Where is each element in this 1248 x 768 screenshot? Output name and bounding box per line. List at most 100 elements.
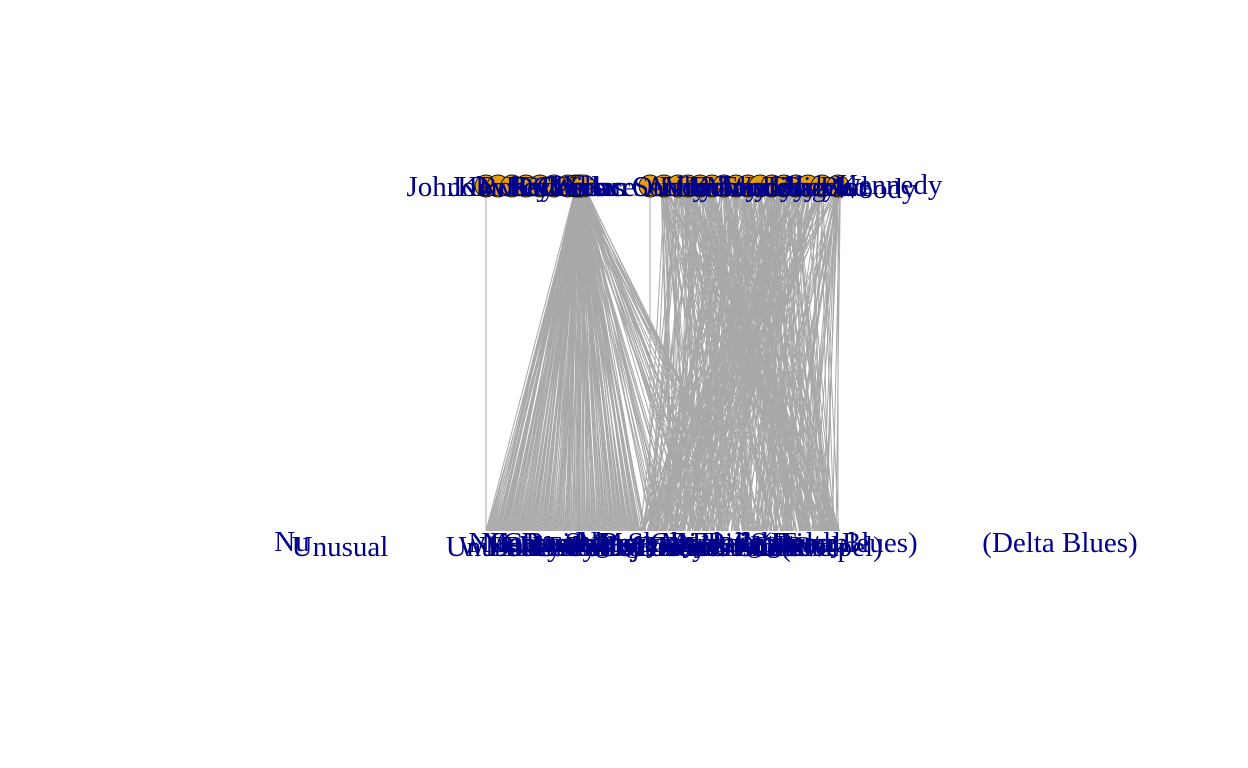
bottom-node-label: Moonshine (670, 531, 801, 563)
top-node-label: Arthur (645, 171, 723, 203)
edge-line (796, 185, 825, 532)
top-node-label: John D (451, 171, 534, 203)
bottom-node-label: Pony (601, 527, 661, 559)
bottom-node-label: Mama (578, 527, 652, 559)
edge-line (579, 185, 700, 532)
edge-line (724, 185, 801, 532)
top-node-label: Louis (541, 171, 607, 203)
edge-line (772, 185, 795, 532)
bottom-node-label: Slide (738, 531, 798, 563)
edge-line (577, 185, 706, 532)
bottom-node-label: Mo (482, 527, 522, 559)
bottom-node-label: Pistol (718, 531, 784, 563)
top-node-label: Lindy (767, 171, 837, 203)
top-node-label: Otis (632, 171, 680, 203)
bottom-node-label: Cabin (749, 531, 819, 563)
edge-line (685, 185, 721, 532)
edge-line (774, 185, 826, 532)
bottom-node-label: Minor (667, 531, 740, 563)
edge-line (710, 185, 781, 532)
bottom-node-label: Engine (735, 527, 817, 559)
top-node-label: Sonny (633, 171, 708, 203)
top-node-label: Woody (724, 171, 808, 203)
edge-line (582, 185, 756, 532)
edge-line (564, 185, 578, 532)
bottom-node-label: Mojo (591, 531, 654, 563)
network-nodes (474, 174, 850, 198)
top-node-label: Lloyd (659, 171, 729, 203)
bottom-node-label: Hollow (700, 527, 787, 559)
edge-line (665, 185, 682, 532)
edge-line (785, 185, 833, 532)
edge-line (684, 185, 687, 532)
top-node-label: Clarence (532, 171, 635, 203)
edge-line (757, 185, 778, 532)
top-label-left-edge: John D (407, 171, 490, 203)
edge-line (835, 185, 841, 532)
edge-line (573, 185, 578, 532)
top-node-label: Hadley (676, 171, 760, 203)
edge-line (772, 185, 812, 532)
bottom-node-label: Bird (669, 527, 721, 559)
edge-line (577, 185, 619, 532)
edge-line (790, 185, 796, 532)
edge-line (686, 185, 775, 532)
bottom-node-label: Trouble (779, 527, 870, 559)
edge-line (548, 185, 577, 532)
edge-line (782, 185, 803, 532)
edge-line (575, 185, 595, 532)
top-label-right-edge-2: Woody (833, 173, 917, 205)
edge-line (544, 185, 577, 532)
edge-line (582, 185, 665, 532)
edge-line (661, 185, 759, 532)
bottom-label-left-edge: Nu (274, 526, 309, 558)
top-node-label: Bud (820, 171, 869, 203)
bottom-node-label: Dallas (602, 531, 676, 563)
bottom-node-label: Sugar (565, 527, 633, 559)
edge-line (734, 185, 835, 532)
bottom-node-label: Mercury (597, 527, 697, 559)
top-node-label: Lilly (762, 171, 819, 203)
edge-line (521, 185, 577, 532)
edge-line (699, 185, 776, 532)
bottom-node-label: Shake (628, 527, 699, 559)
edge-line (735, 185, 750, 532)
bottom-node-label: Dance (489, 531, 563, 563)
bottom-node-label: Whiskey (459, 531, 563, 563)
edge-line (576, 185, 597, 532)
edge-line (641, 185, 700, 532)
edge-line (545, 185, 579, 532)
edge-line (516, 185, 577, 532)
edge-line (579, 185, 654, 532)
bottom-node-label: (Delta Blues) (762, 527, 917, 559)
top-node-label: Charles (537, 171, 626, 203)
edge-line (577, 185, 641, 532)
edge-line (678, 185, 805, 532)
edge-line (575, 185, 587, 532)
bottom-node-label: Fever (783, 531, 849, 563)
bottom-node-label: Dream (648, 531, 727, 563)
bottom-node-label: Nu (468, 527, 503, 559)
edge-line (653, 185, 774, 532)
edge-line (648, 185, 740, 532)
bottom-node-label: Morning (661, 527, 763, 559)
edge-line (562, 185, 577, 532)
top-node-label: Harold (506, 171, 587, 203)
bottom-node-label: Crossroads (591, 531, 720, 563)
bottom-node-label: Corn (489, 527, 548, 559)
bottom-node-label: Train (544, 531, 606, 563)
edge-line (802, 185, 837, 532)
edge-line (824, 185, 840, 532)
edge-line (576, 185, 613, 532)
bottom-node-label: Gravel (760, 531, 839, 563)
node-wilbur (572, 174, 596, 198)
edge-line (693, 185, 737, 532)
edge-line (570, 185, 577, 532)
bottom-node-label: Grey (650, 527, 708, 559)
bottom-node-label: Roll (566, 531, 616, 563)
edge-line (669, 185, 698, 532)
network-edges (485, 185, 841, 532)
edge-line (822, 185, 835, 532)
bottom-node-label: Lonesome (659, 531, 780, 563)
top-node-label: Kennedy (690, 171, 795, 203)
